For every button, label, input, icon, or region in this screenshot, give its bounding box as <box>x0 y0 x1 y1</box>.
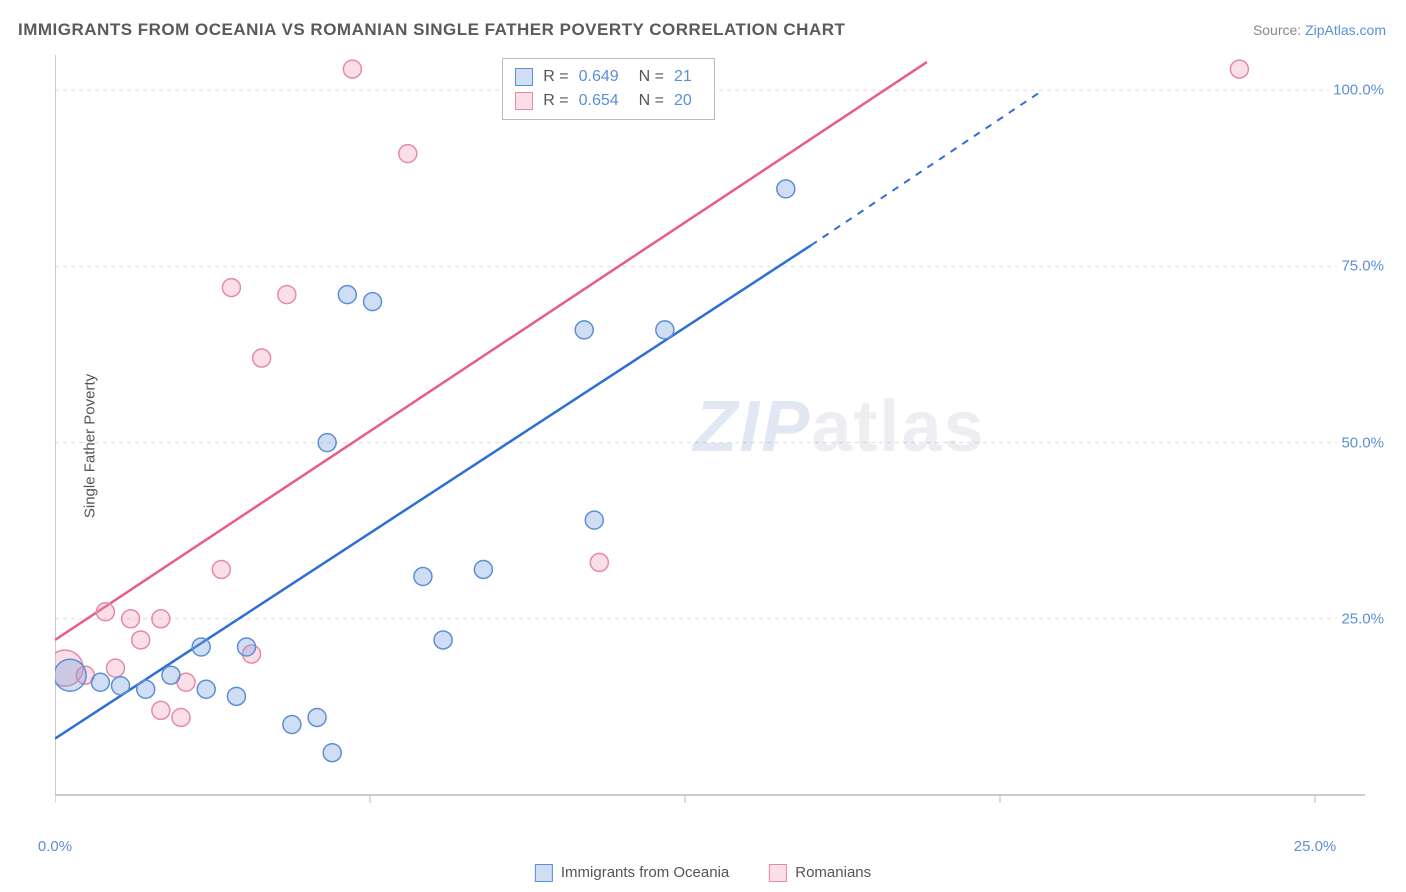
r-value: 0.649 <box>579 65 629 89</box>
legend-label: Romanians <box>795 864 871 881</box>
r-label: R = <box>543 65 568 89</box>
source-label: Source: <box>1253 22 1305 38</box>
n-value: 20 <box>674 89 702 113</box>
x-tick-label: 25.0% <box>1294 838 1337 855</box>
r-value: 0.654 <box>579 89 629 113</box>
n-label: N = <box>639 89 664 113</box>
n-value: 21 <box>674 65 702 89</box>
n-label: N = <box>639 65 664 89</box>
r-label: R = <box>543 89 568 113</box>
legend-swatch <box>515 92 533 110</box>
y-tick-label: 100.0% <box>1329 82 1388 99</box>
chart-svg <box>55 55 1385 825</box>
legend-item: Immigrants from Oceania <box>535 864 729 882</box>
legend-item: Romanians <box>769 864 871 882</box>
source-attribution: Source: ZipAtlas.com <box>1253 22 1386 38</box>
legend-swatch <box>769 864 787 882</box>
corr-legend-row: R = 0.654 N = 20 <box>515 89 702 113</box>
legend-swatch <box>515 68 533 86</box>
series-legend: Immigrants from Oceania Romanians <box>535 864 871 882</box>
y-tick-label: 50.0% <box>1337 434 1388 451</box>
chart-title: IMMIGRANTS FROM OCEANIA VS ROMANIAN SING… <box>18 20 845 40</box>
corr-legend-row: R = 0.649 N = 21 <box>515 65 702 89</box>
legend-swatch <box>535 864 553 882</box>
y-tick-label: 75.0% <box>1337 258 1388 275</box>
legend-label: Immigrants from Oceania <box>561 864 729 881</box>
correlation-legend: R = 0.649 N = 21 R = 0.654 N = 20 <box>502 58 715 120</box>
chart-plot-area: R =0.649N =21R =0.654N =20 ZIPatlas 25.0… <box>55 55 1385 825</box>
x-tick-label: 0.0% <box>38 838 72 855</box>
y-tick-label: 25.0% <box>1337 610 1388 627</box>
source-link[interactable]: ZipAtlas.com <box>1305 22 1386 38</box>
